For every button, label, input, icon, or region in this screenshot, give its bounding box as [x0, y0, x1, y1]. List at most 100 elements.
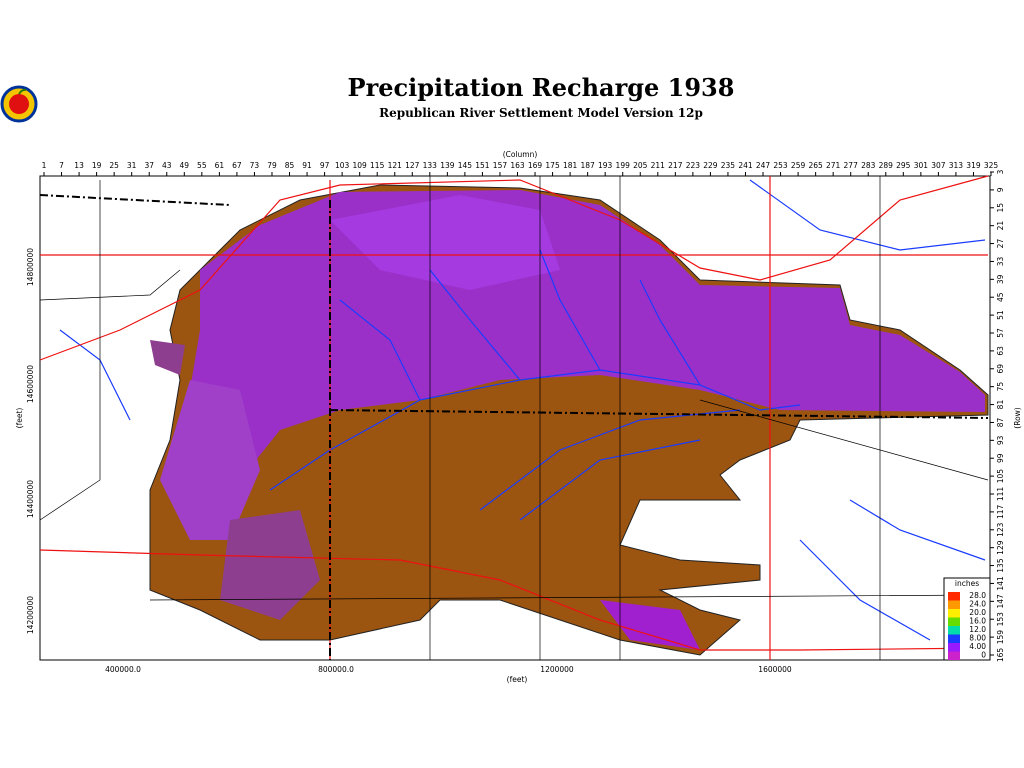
column-number: 289 — [879, 161, 894, 170]
row-number: 75 — [996, 382, 1005, 392]
column-number: 79 — [267, 161, 277, 170]
column-number: 313 — [949, 161, 964, 170]
column-number: 1 — [42, 161, 47, 170]
x-ticks: 400000.0 800000.0 1200000 1600000 — [105, 665, 792, 674]
map-feature — [39, 175, 989, 361]
legend-label: 28.0 — [969, 591, 986, 600]
map-feature — [39, 176, 989, 660]
column-number: 85 — [285, 161, 295, 170]
y-tick-label: 14800000 — [26, 248, 35, 286]
map — [39, 175, 991, 661]
column-number: 325 — [984, 161, 999, 170]
column-number: 193 — [598, 161, 613, 170]
x-tick-label: 1600000 — [758, 665, 792, 674]
column-number: 175 — [545, 161, 560, 170]
column-number: 181 — [563, 161, 578, 170]
column-number: 223 — [686, 161, 701, 170]
column-number: 7 — [59, 161, 64, 170]
map-feature — [849, 499, 986, 561]
column-number: 31 — [127, 161, 137, 170]
column-number: 97 — [320, 161, 330, 170]
column-number: 19 — [92, 161, 102, 170]
row-number: 123 — [996, 522, 1005, 537]
column-number: 211 — [651, 161, 666, 170]
column-number: 121 — [388, 161, 403, 170]
row-number: 51 — [996, 310, 1005, 320]
column-number: 67 — [232, 161, 242, 170]
row-number: 33 — [996, 256, 1005, 266]
column-number: 13 — [74, 161, 84, 170]
row-number: 69 — [996, 364, 1005, 374]
column-number: 295 — [896, 161, 911, 170]
x-tick-label: 1200000 — [540, 665, 574, 674]
row-number: 99 — [996, 453, 1005, 463]
map-feature — [39, 269, 181, 301]
legend-label: 24.0 — [969, 600, 986, 609]
legend-label: 16.0 — [969, 617, 986, 626]
map-feature — [799, 539, 931, 641]
legend-swatch — [948, 609, 960, 618]
column-number: 61 — [215, 161, 225, 170]
column-number: 55 — [197, 161, 207, 170]
row-number: 105 — [996, 469, 1005, 484]
row-number: 27 — [996, 239, 1005, 249]
subtitle: Republican River Settlement Model Versio… — [379, 106, 703, 120]
y-tick-label: 14400000 — [26, 480, 35, 518]
column-label: (Column) — [503, 150, 538, 159]
column-number: 235 — [721, 161, 736, 170]
column-number: 199 — [616, 161, 631, 170]
column-number: 277 — [844, 161, 859, 170]
row-label: (Row) — [1013, 407, 1022, 429]
map-feature — [639, 279, 701, 386]
column-number: 133 — [423, 161, 438, 170]
map-feature — [39, 549, 989, 651]
row-number: 63 — [996, 346, 1005, 356]
title: Precipitation Recharge 1938 — [348, 73, 735, 102]
map-feature — [339, 299, 421, 401]
map-feature — [39, 194, 989, 660]
row-number: 3 — [996, 169, 1005, 174]
row-number: 129 — [996, 540, 1005, 555]
legend: inches 28.024.020.016.012.08.004.000 — [943, 577, 991, 661]
row-number: 39 — [996, 274, 1005, 284]
column-number: 25 — [109, 161, 119, 170]
legend-label: 0 — [981, 651, 986, 660]
column-number: 247 — [756, 161, 771, 170]
row-number: 87 — [996, 417, 1005, 427]
map-feature — [39, 180, 101, 521]
column-number: 307 — [931, 161, 946, 170]
legend-swatch — [948, 617, 960, 626]
row-number: 45 — [996, 292, 1005, 302]
column-number: 229 — [703, 161, 718, 170]
column-number: 169 — [528, 161, 543, 170]
column-number: 145 — [458, 161, 473, 170]
map-feature — [519, 439, 701, 521]
column-number: 187 — [580, 161, 595, 170]
column-number: 103 — [335, 161, 350, 170]
legend-label: 8.00 — [969, 634, 986, 643]
legend-title: inches — [955, 579, 979, 588]
row-number: 81 — [996, 400, 1005, 410]
column-number: 139 — [440, 161, 455, 170]
column-number: 127 — [405, 161, 420, 170]
map-feature — [149, 594, 989, 601]
x-axis-label: (feet) — [507, 675, 528, 684]
column-number: 37 — [144, 161, 154, 170]
legend-swatch — [948, 600, 960, 609]
legend-label: 4.00 — [969, 642, 986, 651]
map-feature — [600, 600, 700, 650]
y-tick-label: 14200000 — [26, 596, 35, 634]
row-number: 153 — [996, 612, 1005, 627]
legend-swatch — [948, 626, 960, 635]
row-number: 15 — [996, 203, 1005, 213]
row-number: 93 — [996, 435, 1005, 445]
column-number: 301 — [914, 161, 929, 170]
y-axis-label: (feet) — [15, 408, 24, 429]
column-number: 283 — [861, 161, 876, 170]
row-numbers: 3915212733394551576369758187939910511111… — [990, 169, 1005, 662]
legend-swatch — [948, 643, 960, 652]
map-feature — [220, 510, 320, 620]
column-number: 91 — [302, 161, 312, 170]
column-number: 49 — [180, 161, 190, 170]
